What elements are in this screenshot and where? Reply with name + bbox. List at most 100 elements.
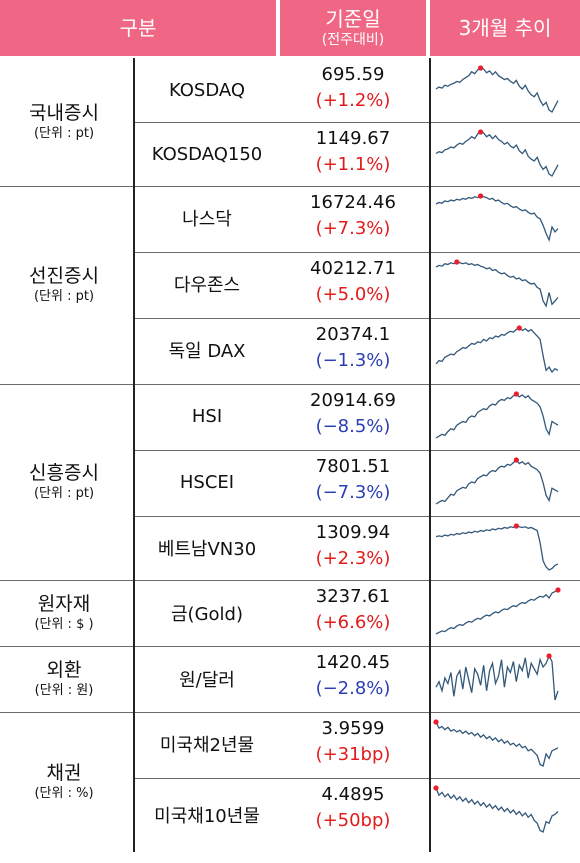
trend-peak-marker [513, 523, 519, 529]
group-fx: 외환 (단위 : 원) [0, 646, 128, 712]
trend-peak-marker [546, 653, 552, 659]
row-divider [134, 252, 580, 253]
group-unit: (단위 : pt) [33, 289, 95, 304]
group-divider [0, 646, 580, 647]
row-value: 3237.61 [315, 586, 391, 607]
row-value-cell: 7801.51 (−7.3%) [280, 454, 426, 506]
trend-peak-marker [513, 391, 519, 397]
trend-sparkline [433, 719, 559, 767]
row-value: 40212.71 [310, 258, 396, 279]
trend-sparkline [435, 129, 559, 177]
row-change: (+31bp) [315, 744, 391, 765]
row-change: (−1.3%) [315, 350, 391, 371]
row-value-cell: 20374.1 (−1.3%) [280, 322, 426, 374]
row-change: (−8.5%) [315, 416, 391, 437]
row-name: 독일 DAX [168, 341, 246, 362]
row-divider [134, 318, 580, 319]
trend-line [435, 459, 559, 505]
row-change: (+6.6%) [315, 612, 391, 633]
trend-sparkline [435, 523, 559, 571]
row-value-cell: 4.4895 (+50bp) [280, 782, 426, 834]
row-name: 미국채2년물 [159, 735, 255, 756]
row-value: 20374.1 [315, 324, 391, 345]
row-value-cell: 695.59 (+1.2%) [280, 62, 426, 114]
row-value-cell: 3237.61 (+6.6%) [280, 584, 426, 636]
group-unit: (단위 : %) [34, 786, 94, 801]
row-value-cell: 1149.67 (+1.1%) [280, 126, 426, 178]
group-unit: (단위 : pt) [33, 486, 95, 501]
header-trend: 3개월 추이 [430, 0, 580, 56]
trend-sparkline [435, 587, 561, 635]
trend-line [435, 195, 559, 243]
row-change: (−2.8%) [315, 678, 391, 699]
row-name: 베트남VN30 [157, 539, 257, 560]
group-name: 선진증시 [29, 265, 99, 287]
row-name: 금(Gold) [171, 604, 243, 625]
group-unit: (단위 : 원) [34, 683, 94, 698]
row-name: KOSDAQ150 [151, 143, 263, 165]
row-name: HSCEI [179, 471, 235, 493]
trend-peak-marker [433, 719, 439, 725]
row-name: HSI [191, 405, 223, 427]
trend-sparkline [435, 193, 559, 243]
trend-line [435, 261, 559, 308]
trend-sparkline [435, 259, 559, 308]
group-name: 국내증시 [29, 102, 99, 124]
row-value: 4.4895 [321, 784, 385, 805]
row-value-cell: 20914.69 (−8.5%) [280, 388, 426, 440]
column-divider [133, 58, 135, 852]
trend-line [435, 721, 559, 767]
row-value-cell: 40212.71 (+5.0%) [280, 256, 426, 308]
trend-line [435, 787, 559, 833]
row-value: 1309.94 [315, 522, 391, 543]
trend-peak-marker [454, 259, 460, 265]
row-divider [134, 122, 580, 123]
header-base-date-sub: (전주대비) [321, 32, 385, 48]
group-unit: (단위 : $ ) [34, 617, 94, 632]
row-value-cell: 3.9599 (+31bp) [280, 716, 426, 768]
group-divider [0, 580, 580, 581]
row-value-cell: 1420.45 (−2.8%) [280, 650, 426, 702]
row-name: KOSDAQ [168, 79, 246, 101]
row-value: 20914.69 [310, 390, 396, 411]
row-name: 원/달러 [179, 670, 235, 691]
row-value: 16724.46 [310, 192, 396, 213]
trend-peak-marker [555, 587, 561, 593]
row-divider [134, 516, 580, 517]
row-value: 3.9599 [321, 718, 385, 739]
group-divider [0, 186, 580, 187]
row-value-cell: 16724.46 (+7.3%) [280, 190, 426, 242]
group-divider [0, 712, 580, 713]
row-divider [134, 778, 580, 779]
row-value-cell: 1309.94 (+2.3%) [280, 520, 426, 572]
group-name: 채권 [46, 762, 82, 784]
row-change: (+2.3%) [315, 548, 391, 569]
header-category: 구분 [0, 0, 276, 56]
row-name: 미국채10년물 [154, 806, 260, 827]
group-name: 신흥증시 [29, 462, 99, 484]
trend-line [435, 525, 559, 571]
trend-sparkline [435, 653, 559, 701]
header-category-label: 구분 [119, 16, 157, 40]
trend-line [435, 327, 559, 374]
trend-peak-marker [478, 129, 484, 135]
header-base-date: 기준일 (전주대비) [280, 0, 426, 56]
group-commodities: 원자재 (단위 : $ ) [0, 580, 128, 646]
row-change: (−7.3%) [315, 482, 391, 503]
group-divider [0, 384, 580, 385]
row-value: 1420.45 [315, 652, 391, 673]
trend-sparkline [435, 391, 559, 439]
row-change: (+5.0%) [315, 284, 391, 305]
trend-line [435, 131, 559, 177]
trend-line [435, 67, 559, 113]
trend-peak-marker [478, 65, 484, 71]
row-value: 695.59 [321, 64, 385, 85]
group-emerging: 신흥증시 (단위 : pt) [0, 384, 128, 580]
row-change: (+1.2%) [315, 90, 391, 111]
row-divider [134, 450, 580, 451]
trend-sparkline [435, 325, 559, 374]
group-name: 원자재 [37, 593, 91, 615]
trend-line [435, 654, 559, 701]
row-change: (+1.1%) [315, 154, 391, 175]
